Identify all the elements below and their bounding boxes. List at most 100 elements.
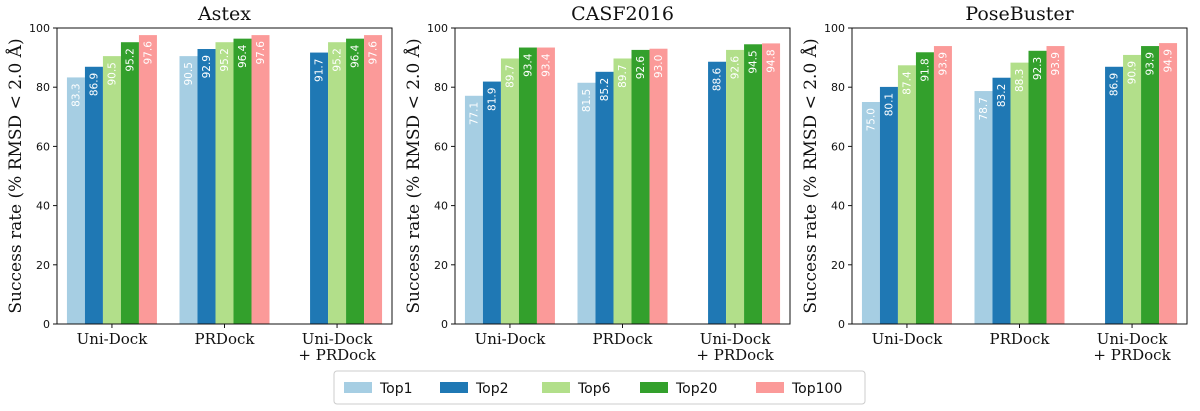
bar-posebuster-uni-dock-prdock-top100 xyxy=(1159,43,1178,324)
bar-casf2016-prdock-top2 xyxy=(595,71,614,324)
bar-casf2016-uni-dock-prdock-top2 xyxy=(708,61,727,325)
data-label-posebuster-uni-dock-prdock-top100: 94.9 xyxy=(1163,49,1175,72)
x-tick-label: + PRDock xyxy=(696,346,774,364)
y-axis-label: Success rate (% RMSD < 2.0 Å) xyxy=(5,38,26,313)
data-label-posebuster-uni-dock-top20: 91.8 xyxy=(919,58,931,81)
y-tick-label: 0 xyxy=(43,318,50,331)
chart-title: Astex xyxy=(197,3,251,25)
chart-panels: 83.3 86.9 90.5 95.2 97.6 Uni-Dock 90.5 92.9 95.2… xyxy=(5,3,1188,364)
data-label-astex-uni-dock-top6: 90.5 xyxy=(106,62,118,85)
data-label-astex-uni-dock-top1: 83.3 xyxy=(70,83,82,106)
data-label-posebuster-uni-dock-prdock-top2: 86.9 xyxy=(1109,73,1121,96)
x-tick-label: Uni-Dock xyxy=(475,330,547,348)
plot-frame xyxy=(454,27,791,325)
legend-label-top6: Top6 xyxy=(577,381,611,397)
y-tick-label: 80 xyxy=(831,81,845,94)
legend-label-top100: Top100 xyxy=(791,381,842,397)
bar-casf2016-uni-dock-top100 xyxy=(536,47,555,324)
bar-casf2016-prdock-top1 xyxy=(577,82,596,324)
bar-astex-uni-dock-top20 xyxy=(120,42,139,324)
bar-astex-uni-dock-prdock-top6 xyxy=(328,42,347,324)
bar-posebuster-prdock-top6 xyxy=(1010,62,1029,325)
data-label-astex-prdock-top2: 92.9 xyxy=(201,55,213,78)
bar-casf2016-prdock-top100 xyxy=(649,48,668,324)
chart-panel-casf2016: 77.1 81.9 89.7 93.4 93.4 Uni-Dock 81.5 85.2 89.7… xyxy=(403,3,791,364)
data-label-astex-prdock-top100: 97.6 xyxy=(255,41,267,65)
bar-posebuster-uni-dock-top20 xyxy=(915,52,934,324)
bar-posebuster-prdock-top20 xyxy=(1028,50,1047,325)
x-tick-label: Uni-Dock xyxy=(302,330,374,348)
legend-label-top20: Top20 xyxy=(675,381,717,397)
bar-astex-prdock-top6 xyxy=(215,42,234,324)
bar-casf2016-prdock-top20 xyxy=(631,49,650,325)
bar-astex-uni-dock-prdock-top2 xyxy=(310,52,329,325)
data-label-posebuster-prdock-top20: 92.3 xyxy=(1032,57,1044,80)
y-tick-label: 20 xyxy=(831,259,845,272)
bar-casf2016-uni-dock-top20 xyxy=(518,47,537,324)
data-label-posebuster-prdock-top2: 83.2 xyxy=(996,84,1008,107)
y-tick-label: 40 xyxy=(434,200,448,213)
data-label-posebuster-uni-dock-top100: 93.9 xyxy=(937,52,949,75)
legend-label-top2: Top2 xyxy=(475,381,509,397)
bar-posebuster-prdock-top1 xyxy=(974,91,993,324)
legend-swatch-top1 xyxy=(344,382,372,393)
legend: Top1 Top2 Top6 Top20 Top100 xyxy=(333,370,866,405)
bar-posebuster-uni-dock-prdock-top2 xyxy=(1105,66,1124,324)
y-tick-label: 0 xyxy=(441,318,448,331)
bar-casf2016-uni-dock-top1 xyxy=(464,95,483,324)
x-tick-label: PRDock xyxy=(593,330,654,348)
plot-frame xyxy=(56,27,393,325)
data-label-casf2016-uni-dock-prdock-top20: 94.5 xyxy=(748,50,760,73)
legend-swatch-top6 xyxy=(542,382,570,393)
data-label-posebuster-uni-dock-top1: 75.0 xyxy=(865,108,877,131)
data-label-astex-uni-dock-prdock-top100: 97.6 xyxy=(368,41,380,65)
x-tick-label: PRDock xyxy=(195,330,256,348)
data-label-astex-uni-dock-prdock-top6: 95.2 xyxy=(332,48,344,71)
data-label-casf2016-uni-dock-prdock-top2: 88.6 xyxy=(712,67,724,91)
bar-astex-prdock-top100 xyxy=(251,35,270,324)
data-label-astex-uni-dock-top2: 86.9 xyxy=(88,73,100,96)
data-label-posebuster-uni-dock-top6: 87.4 xyxy=(901,71,913,95)
data-label-casf2016-uni-dock-prdock-top6: 92.6 xyxy=(730,56,742,80)
bar-casf2016-uni-dock-top2 xyxy=(482,81,501,325)
data-label-posebuster-uni-dock-top2: 80.1 xyxy=(883,93,895,116)
chart-title: PoseBuster xyxy=(965,3,1074,25)
data-label-casf2016-prdock-top20: 92.6 xyxy=(635,56,647,80)
x-tick-label: Uni-Dock xyxy=(700,330,772,348)
y-tick-label: 0 xyxy=(838,318,845,331)
data-label-casf2016-prdock-top2: 85.2 xyxy=(599,78,611,101)
data-label-astex-prdock-top1: 90.5 xyxy=(183,62,195,85)
bar-posebuster-uni-dock-top2 xyxy=(879,86,898,325)
data-label-astex-uni-dock-top20: 95.2 xyxy=(124,48,136,71)
data-label-posebuster-uni-dock-prdock-top6: 90.9 xyxy=(1127,61,1139,84)
y-tick-label: 60 xyxy=(36,140,50,153)
legend-label-top1: Top1 xyxy=(379,381,413,397)
bar-posebuster-uni-dock-top1 xyxy=(861,102,880,324)
data-label-astex-prdock-top6: 95.2 xyxy=(219,48,231,71)
data-label-posebuster-prdock-top1: 78.7 xyxy=(978,97,990,120)
data-label-casf2016-uni-dock-top2: 81.9 xyxy=(486,88,498,111)
x-tick-label: Uni-Dock xyxy=(872,330,944,348)
bar-astex-prdock-top2 xyxy=(197,49,216,325)
data-label-posebuster-uni-dock-prdock-top20: 93.9 xyxy=(1145,52,1157,75)
data-label-astex-uni-dock-top100: 97.6 xyxy=(142,41,154,65)
y-axis-label: Success rate (% RMSD < 2.0 Å) xyxy=(403,38,424,313)
y-tick-label: 60 xyxy=(434,140,448,153)
chart-panel-posebuster: 75.0 80.1 87.4 91.8 93.9 Uni-Dock 78.7 83.2 88.3… xyxy=(800,3,1188,364)
x-tick-label: + PRDock xyxy=(1093,346,1171,364)
bar-casf2016-uni-dock-top6 xyxy=(500,58,519,324)
bar-casf2016-uni-dock-prdock-top6 xyxy=(726,49,745,325)
data-label-casf2016-uni-dock-top20: 93.4 xyxy=(522,53,534,77)
bar-astex-prdock-top20 xyxy=(233,38,252,324)
bar-casf2016-uni-dock-prdock-top100 xyxy=(762,43,781,324)
bar-posebuster-prdock-top2 xyxy=(992,77,1011,324)
legend-box xyxy=(333,370,866,405)
legend-swatch-top2 xyxy=(440,382,468,393)
data-label-posebuster-prdock-top100: 93.9 xyxy=(1050,52,1062,75)
bar-casf2016-uni-dock-prdock-top20 xyxy=(744,44,763,324)
data-label-posebuster-prdock-top6: 88.3 xyxy=(1014,69,1026,92)
y-tick-label: 100 xyxy=(824,22,845,35)
x-tick-label: Uni-Dock xyxy=(1097,330,1169,348)
legend-swatch-top100 xyxy=(756,382,784,393)
